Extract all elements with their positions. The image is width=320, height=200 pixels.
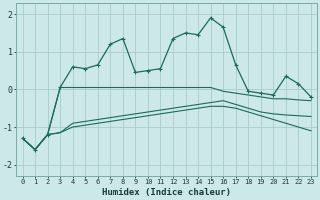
X-axis label: Humidex (Indice chaleur): Humidex (Indice chaleur) xyxy=(102,188,231,197)
